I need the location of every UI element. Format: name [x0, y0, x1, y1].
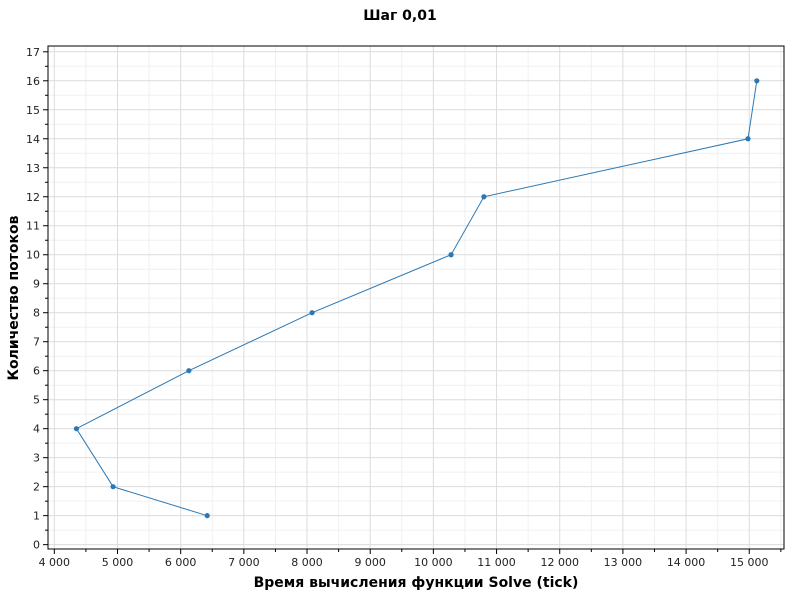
x-tick-label: 13 000	[604, 556, 643, 569]
x-tick-label: 11 000	[477, 556, 516, 569]
y-tick-label: 15	[26, 104, 40, 117]
y-tick-label: 8	[33, 307, 40, 320]
points-layer	[73, 78, 760, 519]
chart-title: Шаг 0,01	[363, 8, 437, 24]
data-point	[481, 194, 487, 200]
y-tick-label: 11	[26, 220, 40, 233]
y-axis-label: Количество потоков	[6, 215, 22, 381]
y-tick-label: 1	[33, 510, 40, 523]
x-axis-label: Время вычисления функции Solve (tick)	[253, 575, 579, 591]
y-tick-label: 12	[26, 191, 40, 204]
y-tick-label: 7	[33, 336, 40, 349]
data-point	[73, 426, 80, 432]
y-tick-label: 2	[33, 481, 40, 494]
y-tick-label: 9	[33, 278, 40, 291]
y-tick-label: 17	[26, 46, 40, 59]
x-tick-label: 10 000	[414, 556, 453, 569]
x-tick-label: 14 000	[667, 556, 706, 569]
y-tick-label: 13	[26, 162, 40, 175]
data-point	[186, 368, 192, 374]
x-tick-label: 6 000	[165, 556, 197, 569]
x-tick-label: 9 000	[354, 556, 386, 569]
x-tick-label: 7 000	[228, 556, 260, 569]
x-tick-label: 5 000	[102, 556, 134, 569]
y-tick-label: 5	[33, 394, 40, 407]
data-point	[754, 78, 760, 84]
x-tick-label: 15 000	[730, 556, 769, 569]
x-tick-label: 8 000	[291, 556, 323, 569]
data-point	[745, 136, 751, 142]
x-tick-label: 4 000	[39, 556, 71, 569]
plot-area	[48, 46, 784, 549]
y-tick-label: 10	[26, 249, 40, 262]
data-point	[110, 484, 116, 490]
data-point	[309, 310, 315, 316]
data-point	[204, 513, 210, 519]
plot-frame	[47, 45, 785, 550]
y-tick-label: 6	[33, 365, 40, 378]
x-tick-label: 12 000	[540, 556, 579, 569]
y-tick-label: 0	[33, 539, 40, 552]
axis-layer: 4 000 5 000 6 000 7 000 8 000 9 000 10 000 11 0…	[26, 45, 785, 569]
data-point	[448, 252, 454, 258]
y-tick-label: 3	[33, 452, 40, 465]
y-tick-label: 16	[26, 75, 40, 88]
y-tick-label: 4	[33, 423, 40, 436]
grid-layer	[48, 46, 784, 549]
y-tick-label: 14	[26, 133, 40, 146]
